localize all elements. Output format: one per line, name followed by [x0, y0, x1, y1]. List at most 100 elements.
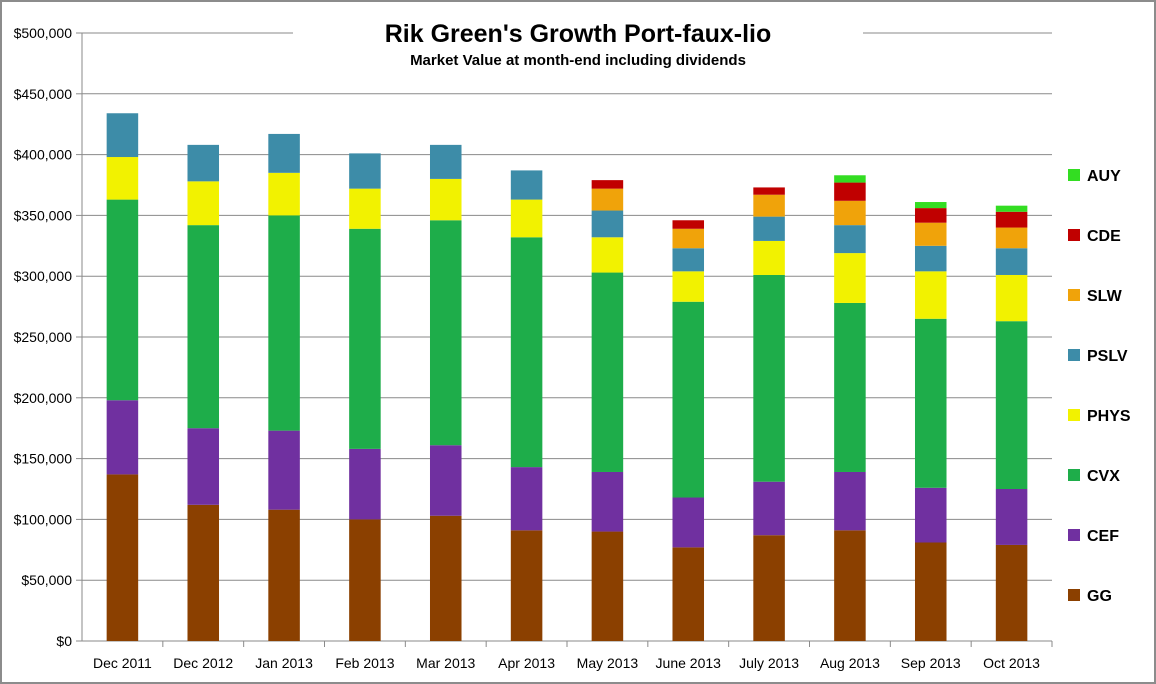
- bar-segment-cvx: [106, 199, 139, 401]
- bar-segment-gg: [914, 542, 947, 641]
- x-tick-label: Sep 2013: [901, 655, 961, 671]
- y-tick-label: $450,000: [14, 86, 73, 102]
- bar-segment-gg: [349, 519, 381, 641]
- chart-subtitle: Market Value at month-end including divi…: [410, 52, 746, 69]
- bar-segment-cef: [349, 448, 381, 520]
- tick-labels: $0 $50,000 $100,000 $150,000 $200,000 $250,00…: [14, 25, 1041, 671]
- bar-segment-cef: [591, 471, 624, 532]
- bar-segment-cvx: [510, 237, 543, 468]
- x-tick-label: Jan 2013: [255, 655, 313, 671]
- bar-segment-phys: [834, 253, 866, 303]
- bar-segment-phys: [914, 271, 947, 319]
- y-tick-label: $250,000: [14, 329, 73, 345]
- bar-segment-cef: [429, 445, 462, 516]
- bar-segment-slw: [591, 188, 624, 211]
- bar-segment-pslv: [995, 248, 1028, 275]
- bar-segment-phys: [349, 188, 381, 229]
- title-box: Rik Green's Growth Port-faux-lio Market …: [293, 18, 863, 72]
- bar-segment-cef: [995, 489, 1028, 545]
- bar-segment-cef: [753, 481, 785, 536]
- bar-segment-slw: [995, 227, 1028, 249]
- bar-segment-phys: [753, 240, 785, 275]
- bar-segment-cvx: [429, 220, 462, 446]
- bar-segment-cde: [591, 180, 624, 189]
- bar-segment-cef: [187, 428, 220, 505]
- bar-segment-phys: [672, 271, 705, 302]
- bar-segment-phys: [268, 172, 300, 216]
- legend-swatch-cde: [1068, 229, 1080, 241]
- bar-segment-gg: [187, 504, 220, 641]
- legend-label-cef: CEF: [1087, 528, 1119, 545]
- legend: AUY CDE SLW PSLV PHYS CVX CEF GG: [1068, 168, 1131, 605]
- legend-label-cde: CDE: [1087, 228, 1121, 245]
- x-tick-label: Feb 2013: [335, 655, 394, 671]
- y-tick-label: $350,000: [14, 207, 73, 223]
- legend-label-pslv: PSLV: [1087, 348, 1128, 365]
- bar-segment-cvx: [591, 272, 624, 472]
- bar-segment-phys: [429, 178, 462, 221]
- legend-swatch-gg: [1068, 589, 1080, 601]
- bar-segment-pslv: [429, 144, 462, 179]
- x-tick-label: Dec 2012: [173, 655, 233, 671]
- y-tick-label: $300,000: [14, 268, 73, 284]
- bar-segment-gg: [106, 474, 139, 641]
- bar-segment-cvx: [995, 321, 1028, 489]
- bar-segment-cvx: [753, 274, 785, 482]
- bar-segment-gg: [510, 530, 543, 641]
- bar-segment-cde: [995, 211, 1028, 228]
- bar-segment-phys: [187, 181, 220, 226]
- y-tick-label: $150,000: [14, 451, 73, 467]
- bar-segment-pslv: [187, 144, 220, 182]
- bar-segment-gg: [753, 535, 785, 641]
- y-tick-label: $400,000: [14, 147, 73, 163]
- legend-label-slw: SLW: [1087, 288, 1123, 305]
- bar-segment-slw: [914, 222, 947, 246]
- bar-segment-auy: [914, 202, 947, 209]
- bar-segment-cef: [106, 400, 139, 475]
- legend-swatch-pslv: [1068, 349, 1080, 361]
- bar-segment-cvx: [349, 228, 381, 449]
- x-tick-label: Apr 2013: [498, 655, 555, 671]
- y-tick-label: $200,000: [14, 390, 73, 406]
- bar-segment-phys: [591, 237, 624, 273]
- bar-segment-cef: [834, 471, 866, 531]
- bar-segment-pslv: [753, 216, 785, 241]
- bar-segment-gg: [672, 547, 705, 641]
- bar-segment-cde: [914, 208, 947, 223]
- bars: [106, 113, 1028, 641]
- bar-segment-cde: [672, 220, 705, 229]
- bar-segment-pslv: [672, 248, 705, 272]
- bar-segment-cef: [268, 430, 300, 510]
- gridlines: [82, 32, 1052, 581]
- y-tick-label: $500,000: [14, 25, 73, 41]
- bar-segment-gg: [429, 515, 462, 641]
- x-tick-label: June 2013: [656, 655, 722, 671]
- legend-swatch-slw: [1068, 289, 1080, 301]
- bar-segment-phys: [510, 199, 543, 238]
- bar-segment-pslv: [591, 210, 624, 238]
- y-tick-label: $100,000: [14, 511, 73, 527]
- bar-segment-pslv: [106, 113, 139, 158]
- y-tick-label: $0: [56, 633, 72, 649]
- axes: [76, 32, 1053, 647]
- bar-segment-pslv: [834, 225, 866, 254]
- bar-segment-cvx: [672, 301, 705, 498]
- bar-segment-cvx: [834, 302, 866, 472]
- bar-segment-slw: [834, 200, 866, 226]
- bar-segment-pslv: [349, 153, 381, 189]
- x-tick-label: May 2013: [577, 655, 639, 671]
- bar-segment-cvx: [268, 215, 300, 431]
- x-tick-label: July 2013: [739, 655, 799, 671]
- bar-segment-pslv: [914, 245, 947, 272]
- bar-segment-phys: [995, 274, 1028, 322]
- bar-segment-auy: [834, 175, 866, 183]
- legend-swatch-phys: [1068, 409, 1080, 421]
- bar-segment-cde: [834, 182, 866, 201]
- bar-segment-slw: [672, 228, 705, 249]
- bar-segment-cde: [753, 187, 785, 195]
- bar-segment-cef: [510, 467, 543, 531]
- bar-segment-slw: [753, 194, 785, 217]
- bar-segment-gg: [834, 530, 866, 641]
- y-tick-label: $50,000: [21, 572, 72, 588]
